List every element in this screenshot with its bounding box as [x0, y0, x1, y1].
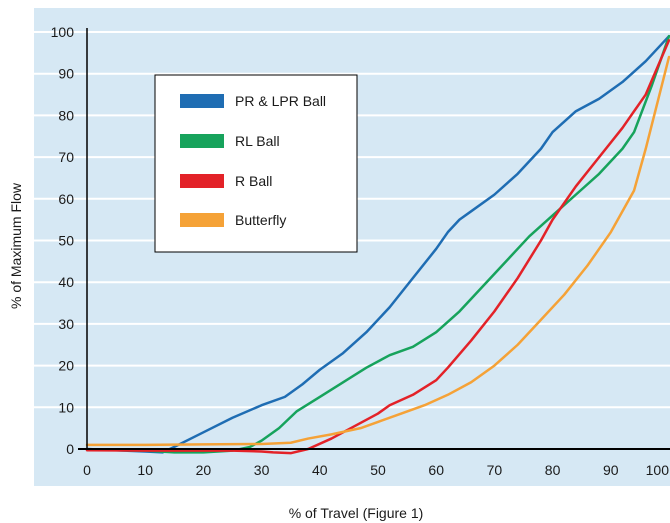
y-tick-label-50: 50 — [58, 233, 74, 249]
x-tick-label-0: 0 — [83, 462, 91, 478]
series-lines — [85, 34, 670, 455]
y-axis-title: % of Maximum Flow — [8, 182, 24, 309]
legend-swatch-pr-lpr-ball — [180, 94, 224, 108]
legend-swatch-butterfly — [180, 213, 224, 227]
series-line-butterfly — [85, 55, 670, 447]
x-tick-label-20: 20 — [196, 462, 212, 478]
x-tick-label-60: 60 — [428, 462, 444, 478]
x-axis-title: % of Travel (Figure 1) — [289, 505, 424, 521]
x-tick-label-40: 40 — [312, 462, 328, 478]
legend-label-pr-lpr-ball: PR & LPR Ball — [235, 93, 326, 109]
y-tick-label-70: 70 — [58, 149, 74, 165]
y-tick-label-60: 60 — [58, 191, 74, 207]
x-tick-label-70: 70 — [487, 462, 503, 478]
legend-label-r-ball: R Ball — [235, 173, 272, 189]
y-tick-label-80: 80 — [58, 107, 74, 123]
y-tick-label-40: 40 — [58, 274, 74, 290]
y-tick-label-90: 90 — [58, 66, 74, 82]
x-tick-label-10: 10 — [137, 462, 153, 478]
y-axis-tick-labels: 0 10 20 30 40 50 60 70 80 90 100 — [51, 24, 75, 457]
x-tick-label-50: 50 — [370, 462, 386, 478]
legend: PR & LPR Ball RL Ball R Ball Butterfly — [154, 74, 358, 253]
legend-label-rl-ball: RL Ball — [235, 133, 280, 149]
x-tick-label-100: 100 — [646, 462, 670, 478]
x-axis-tick-labels: 0 10 20 30 40 50 60 70 80 90 100 — [83, 462, 669, 478]
x-tick-label-30: 30 — [254, 462, 270, 478]
x-tick-label-90: 90 — [603, 462, 619, 478]
series-line-r-ball — [85, 39, 670, 455]
y-tick-label-30: 30 — [58, 316, 74, 332]
y-tick-label-10: 10 — [58, 399, 74, 415]
legend-swatch-r-ball — [180, 174, 224, 188]
x-tick-label-80: 80 — [545, 462, 561, 478]
y-tick-label-0: 0 — [66, 441, 74, 457]
legend-label-butterfly: Butterfly — [235, 212, 286, 228]
y-tick-label-20: 20 — [58, 358, 74, 374]
legend-swatch-rl-ball — [180, 134, 224, 148]
y-tick-label-100: 100 — [51, 24, 75, 40]
series-line-pr-lpr-ball — [85, 34, 670, 454]
